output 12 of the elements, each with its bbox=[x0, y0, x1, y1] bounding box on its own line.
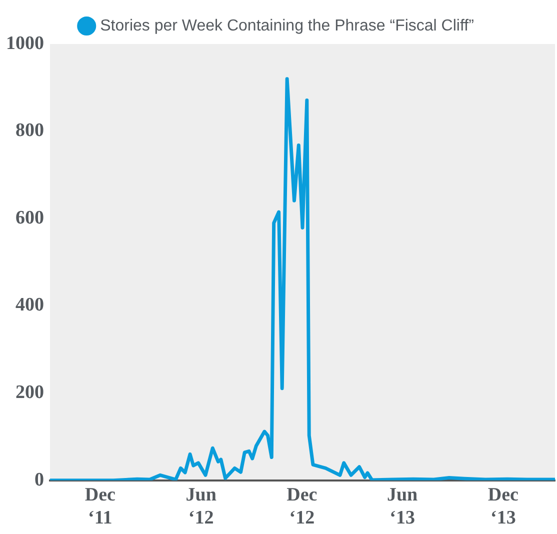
x-tick-label: Jun ‘12 bbox=[186, 484, 217, 529]
y-tick-label: 800 bbox=[16, 120, 44, 142]
y-tick-label: 400 bbox=[16, 294, 44, 316]
x-tick-label: Jun ‘13 bbox=[386, 484, 418, 529]
y-tick-label: 600 bbox=[16, 207, 44, 228]
x-tick-label: Dec ‘13 bbox=[488, 484, 518, 529]
x-tick-label: Dec ‘11 bbox=[84, 484, 116, 529]
y-tick-label: 1000 bbox=[6, 32, 44, 54]
x-tick-label: Dec ‘12 bbox=[286, 484, 318, 529]
legend-label: Stories per Week Containing the Phrase “Fiscal Cliff” bbox=[100, 17, 474, 34]
y-tick-label: 200 bbox=[16, 382, 44, 404]
y-tick-label: 0 bbox=[34, 469, 44, 490]
